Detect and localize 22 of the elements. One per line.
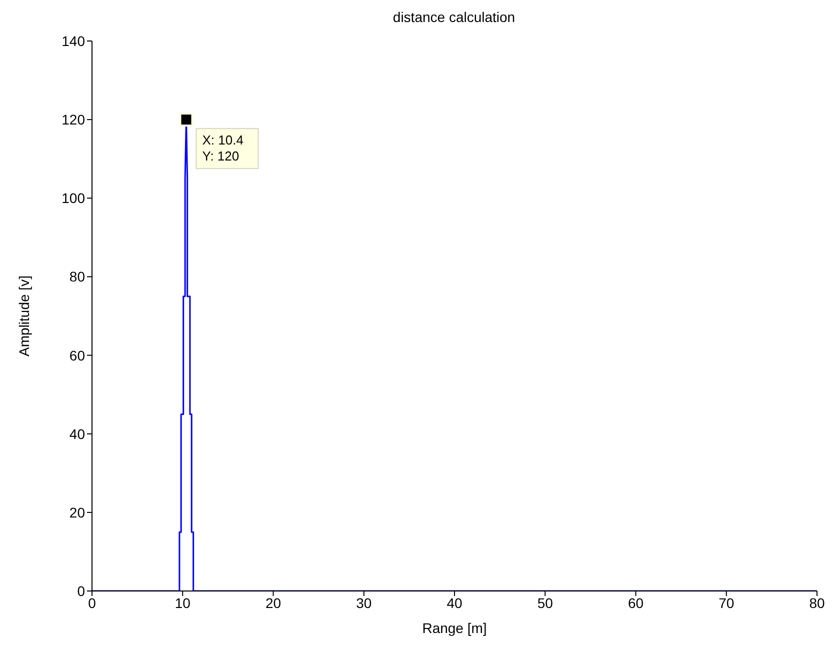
chart-title: distance calculation [392, 9, 516, 25]
y-tick-label: 120 [62, 112, 86, 128]
x-axis-title: Range [m] [422, 620, 487, 636]
x-tick-label: 10 [174, 594, 191, 611]
y-tick-label: 80 [69, 268, 86, 285]
x-tick-label: 40 [446, 594, 462, 611]
y-axis-title: Amplitude [v] [16, 276, 32, 356]
annotation: X: 10.4 Y: 120 [202, 132, 244, 164]
y-tick-label: 100 [62, 190, 86, 206]
x-tick-label: 60 [628, 594, 644, 611]
y-tick-label: 140 [62, 32, 86, 49]
data-tip-box: X: 10.4 Y: 120 [196, 128, 259, 170]
y-tick-label: 60 [69, 347, 86, 364]
x-tick-label: 20 [265, 594, 282, 611]
x-tick-label: 80 [809, 594, 825, 611]
y-tick-label: 0 [77, 582, 86, 599]
y-tick-label: 40 [69, 426, 86, 442]
x-tick-label: 0 [88, 594, 96, 611]
x-tick-label: 50 [537, 594, 554, 611]
x-tick-label: 70 [718, 594, 734, 611]
y-tick-label: 20 [69, 504, 86, 520]
x-tick-label: 30 [356, 594, 372, 611]
